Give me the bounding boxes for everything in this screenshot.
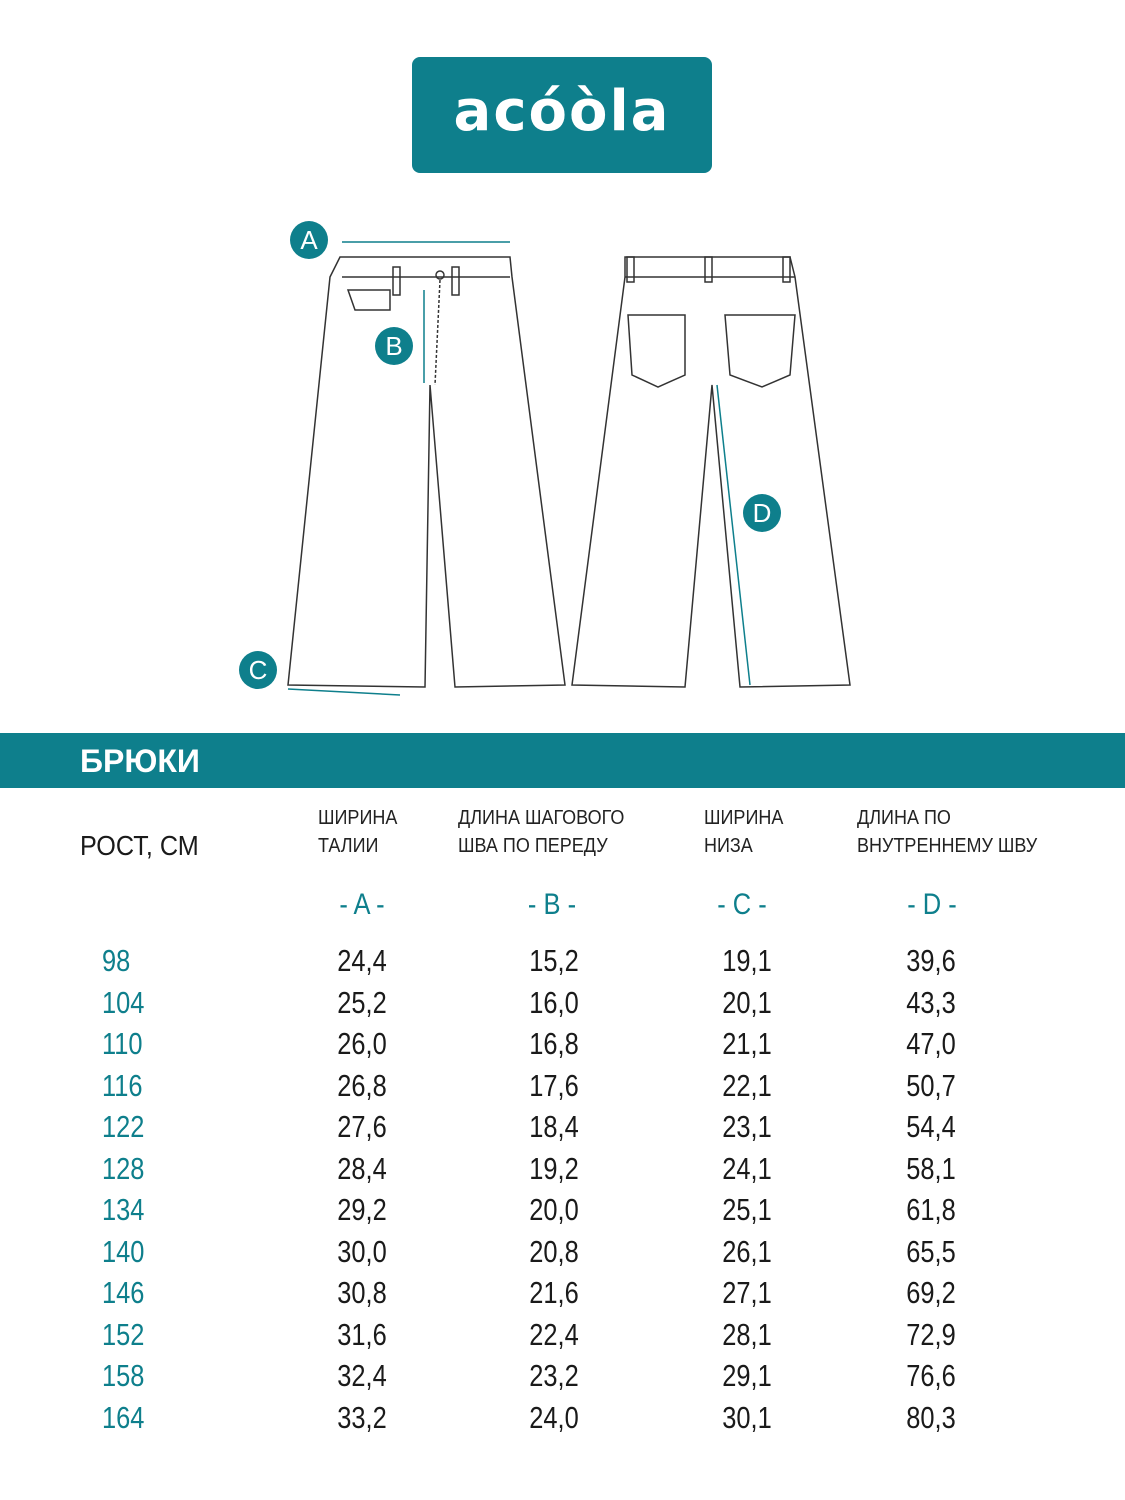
value-cell-a: 26,0 — [337, 1026, 387, 1061]
column-header-d: ДЛИНА ПО ВНУТРЕННЕМУ ШВУ — [857, 807, 1038, 857]
height-cell: 146 — [102, 1275, 145, 1310]
value-cell-a: 29,2 — [337, 1192, 387, 1227]
table-row: 98 24,4 15,2 19,1 39,6 — [0, 943, 1125, 984]
table-row: 116 26,8 17,6 22,1 50,7 — [0, 1068, 1125, 1109]
value-cell-a: 25,2 — [337, 984, 387, 1020]
value-cell-b: 19,2 — [529, 1150, 579, 1186]
table-row: 134 29,2 20,0 25,1 61,8 — [0, 1192, 1125, 1233]
value-cell-b: 22,4 — [529, 1316, 579, 1352]
table-row: 140 30,0 20,8 26,1 65,5 — [0, 1234, 1125, 1275]
value-cell-b: 20,0 — [529, 1192, 579, 1227]
value-cell-a: 33,2 — [337, 1399, 387, 1435]
value-cell-a: 32,4 — [337, 1358, 387, 1393]
height-cell: 104 — [102, 984, 145, 1020]
height-cell: 110 — [102, 1026, 143, 1061]
value-cell-c: 27,1 — [722, 1275, 772, 1310]
value-cell-c: 25,1 — [722, 1192, 772, 1227]
table-row: 110 26,0 16,8 21,1 47,0 — [0, 1026, 1125, 1067]
value-cell-d: 76,6 — [906, 1358, 956, 1393]
measure-label-c: C — [239, 651, 277, 689]
table-row: 128 28,4 19,2 24,1 58,1 — [0, 1151, 1125, 1192]
value-cell-c: 29,1 — [722, 1358, 772, 1393]
value-cell-d: 47,0 — [906, 1026, 956, 1061]
value-cell-d: 72,9 — [906, 1316, 956, 1352]
table-row: 164 33,2 24,0 30,1 80,3 — [0, 1400, 1125, 1441]
value-cell-b: 20,8 — [529, 1233, 579, 1269]
pants-diagram: A B C D — [239, 221, 851, 696]
value-cell-c: 23,1 — [722, 1109, 772, 1144]
value-cell-c: 19,1 — [722, 943, 772, 978]
value-cell-b: 24,0 — [529, 1399, 579, 1435]
table-row: 122 27,6 18,4 23,1 54,4 — [0, 1109, 1125, 1150]
value-cell-c: 30,1 — [722, 1399, 772, 1435]
value-cell-b: 17,6 — [529, 1067, 579, 1103]
value-cell-b: 21,6 — [529, 1275, 579, 1310]
column-header-a: ШИРИНА ТАЛИИ — [318, 807, 398, 857]
value-cell-c: 21,1 — [722, 1026, 772, 1061]
height-cell: 164 — [102, 1399, 145, 1435]
column-header-b: ДЛИНА ШАГОВОГО ШВА ПО ПЕРЕДУ — [458, 807, 625, 857]
back-pants-outline — [571, 256, 851, 688]
value-cell-c: 28,1 — [722, 1316, 772, 1352]
height-column-header: РОСТ, СМ — [80, 830, 199, 861]
value-cell-c: 22,1 — [722, 1067, 772, 1103]
svg-text:B: B — [385, 331, 402, 361]
value-cell-d: 61,8 — [906, 1192, 956, 1227]
brand-logo: acóòla — [412, 57, 712, 173]
value-cell-c: 26,1 — [722, 1233, 772, 1269]
height-cell: 116 — [102, 1067, 143, 1103]
svg-text:A: A — [300, 225, 318, 255]
value-cell-d: 39,6 — [906, 943, 956, 978]
value-cell-b: 16,8 — [529, 1026, 579, 1061]
table-row: 152 31,6 22,4 28,1 72,9 — [0, 1317, 1125, 1358]
logo-text: acóòla — [453, 79, 671, 144]
value-cell-b: 15,2 — [529, 943, 579, 978]
measure-label-a: A — [290, 221, 328, 259]
height-cell: 128 — [102, 1150, 145, 1186]
value-cell-a: 27,6 — [337, 1109, 387, 1144]
section-banner: БРЮКИ — [0, 733, 1125, 788]
svg-text:C: C — [249, 655, 268, 685]
column-header-c: ШИРИНА НИЗА — [704, 807, 784, 857]
value-cell-d: 65,5 — [906, 1233, 956, 1269]
value-cell-d: 54,4 — [906, 1109, 956, 1144]
column-letter-a: - A - — [339, 888, 385, 921]
value-cell-d: 50,7 — [906, 1067, 956, 1103]
value-cell-a: 31,6 — [337, 1316, 387, 1352]
table-row: 104 25,2 16,0 20,1 43,3 — [0, 985, 1125, 1026]
value-cell-d: 43,3 — [906, 984, 956, 1020]
value-cell-a: 28,4 — [337, 1150, 387, 1186]
measure-label-b: B — [375, 327, 413, 365]
column-letter-c: - C - — [717, 888, 767, 921]
value-cell-b: 16,0 — [529, 984, 579, 1020]
column-letter-b: - B - — [527, 888, 577, 921]
column-letter-d: - D - — [907, 888, 957, 921]
value-cell-d: 58,1 — [906, 1150, 956, 1186]
height-cell: 134 — [102, 1192, 145, 1227]
height-cell: 122 — [102, 1109, 145, 1144]
height-cell: 152 — [102, 1316, 145, 1352]
measure-label-d: D — [743, 494, 781, 532]
value-cell-b: 18,4 — [529, 1109, 579, 1144]
table-row: 146 30,8 21,6 27,1 69,2 — [0, 1275, 1125, 1316]
front-pants-outline — [287, 256, 566, 688]
value-cell-a: 26,8 — [337, 1067, 387, 1103]
svg-text:D: D — [753, 498, 772, 528]
value-cell-a: 24,4 — [337, 943, 387, 978]
value-cell-a: 30,8 — [337, 1275, 387, 1310]
section-title: БРЮКИ — [80, 743, 200, 779]
value-cell-a: 30,0 — [337, 1233, 387, 1269]
value-cell-c: 24,1 — [722, 1150, 772, 1186]
value-cell-d: 80,3 — [906, 1399, 956, 1435]
height-cell: 98 — [102, 943, 131, 978]
height-cell: 158 — [102, 1358, 145, 1393]
value-cell-b: 23,2 — [529, 1358, 579, 1393]
table-row: 158 32,4 23,2 29,1 76,6 — [0, 1358, 1125, 1399]
value-cell-c: 20,1 — [722, 984, 772, 1020]
value-cell-d: 69,2 — [906, 1275, 956, 1310]
height-cell: 140 — [102, 1233, 145, 1269]
